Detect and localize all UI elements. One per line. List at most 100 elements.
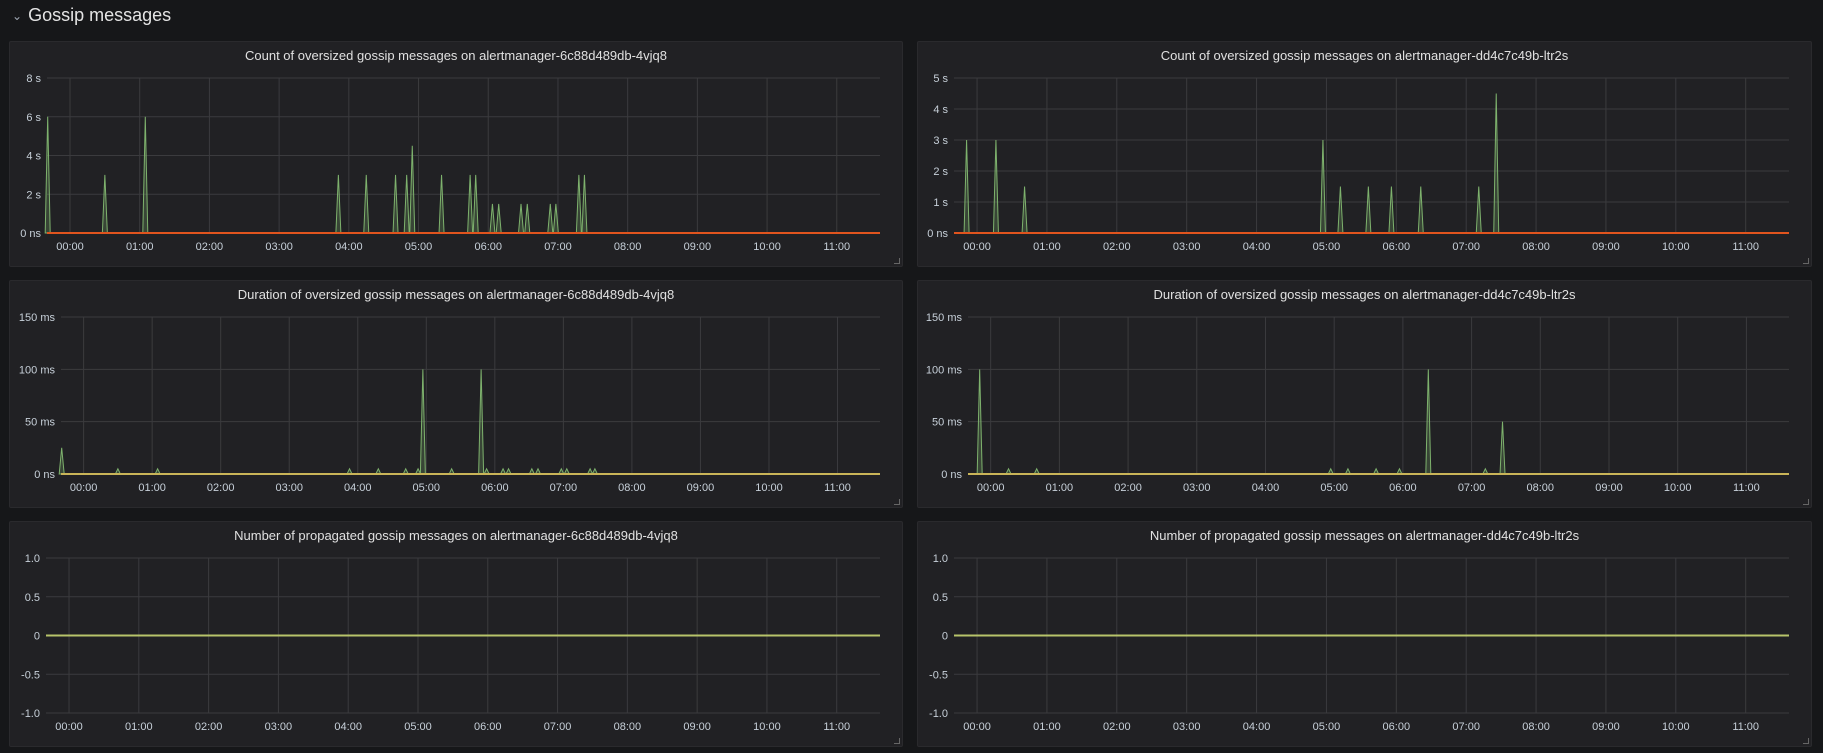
- resize-handle[interactable]: [894, 499, 900, 505]
- x-tick-label: 10:00: [753, 241, 781, 253]
- y-tick-label: 0 ns: [941, 469, 962, 481]
- series-spike: [1365, 186, 1372, 234]
- x-tick-label: 06:00: [1383, 721, 1411, 733]
- resize-handle[interactable]: [1803, 258, 1809, 264]
- panel-title[interactable]: Duration of oversized gossip messages on…: [1153, 287, 1576, 302]
- y-tick-label: 2 s: [933, 166, 948, 178]
- series-spike: [495, 203, 502, 234]
- x-tick-label: 11:00: [1732, 241, 1759, 253]
- x-tick-label: 08:00: [614, 721, 642, 733]
- x-tick-label: 11:00: [823, 241, 850, 253]
- chart-svg[interactable]: 0 ns 2 s 4 s 6 s 8 s 00:00 01:00 02:00 03:00 04:0…: [10, 42, 902, 266]
- chart-svg[interactable]: -1.0 -0.5 0 0.5 1.0 00:00 01:00 02:00 03:00 04:00…: [10, 522, 902, 746]
- resize-handle[interactable]: [894, 738, 900, 744]
- y-tick-label: 50 ms: [932, 417, 962, 429]
- x-tick-label: 04:00: [335, 241, 363, 253]
- y-tick-label: 4 s: [933, 104, 948, 116]
- series-spike: [392, 174, 399, 234]
- x-tick-label: 02:00: [196, 241, 224, 253]
- panel-title[interactable]: Count of oversized gossip messages on al…: [1160, 48, 1569, 63]
- series-spike: [517, 203, 525, 234]
- x-tick-label: 00:00: [56, 241, 84, 253]
- x-tick-label: 08:00: [1522, 241, 1550, 253]
- panel-count-oversized-4vjq8[interactable]: Count of oversized gossip messages on al…: [9, 41, 903, 267]
- y-tick-label: -0.5: [929, 669, 948, 681]
- y-tick-label: 6 s: [26, 112, 41, 124]
- x-tick-label: 09:00: [1592, 721, 1620, 733]
- chart-svg[interactable]: 0 ns 50 ms 100 ms 150 ms 00:00 01:00 02:00 03:0…: [918, 281, 1811, 507]
- x-tick-label: 00:00: [963, 721, 991, 733]
- y-tick-label: 8 s: [26, 73, 41, 85]
- x-tick-label: 08:00: [1522, 721, 1550, 733]
- series-spike: [1475, 186, 1482, 234]
- chevron-down-icon: ⌄: [12, 9, 23, 23]
- y-tick-label: 1.0: [25, 553, 40, 565]
- y-tick-label: 50 ms: [25, 417, 55, 429]
- y-tick-label: 2 s: [26, 189, 41, 201]
- x-tick-label: 11:00: [824, 482, 851, 494]
- x-tick-label: 01:00: [1033, 721, 1061, 733]
- y-tick-label: 150 ms: [926, 312, 963, 324]
- panel-propagated-ltr2s[interactable]: Number of propagated gossip messages on …: [917, 521, 1812, 747]
- panel-propagated-4vjq8[interactable]: Number of propagated gossip messages on …: [9, 521, 903, 747]
- x-tick-label: 03:00: [265, 241, 293, 253]
- x-tick-label: 07:00: [544, 721, 572, 733]
- series-spike: [992, 139, 999, 234]
- y-tick-label: 1.0: [933, 553, 948, 565]
- x-tick-label: 04:00: [334, 721, 362, 733]
- y-tick-label: -1.0: [929, 708, 948, 720]
- resize-handle[interactable]: [894, 258, 900, 264]
- y-tick-label: 0: [942, 631, 948, 643]
- panel-title[interactable]: Count of oversized gossip messages on al…: [244, 48, 668, 63]
- resize-handle[interactable]: [1803, 738, 1809, 744]
- panel-title[interactable]: Duration of oversized gossip messages on…: [237, 287, 675, 302]
- y-tick-label: 5 s: [933, 73, 948, 85]
- panel-title[interactable]: Number of propagated gossip messages on …: [234, 528, 678, 543]
- y-tick-label: 0: [34, 631, 40, 643]
- y-tick-label: 3 s: [933, 135, 948, 147]
- x-tick-label: 05:00: [1313, 241, 1341, 253]
- x-tick-label: 06:00: [474, 241, 502, 253]
- series-spike: [403, 174, 410, 234]
- series-spike: [438, 174, 445, 234]
- x-tick-label: 03:00: [275, 482, 303, 494]
- x-tick-label: 01:00: [126, 241, 154, 253]
- x-tick-label: 03:00: [1183, 482, 1211, 494]
- series-spike: [1499, 421, 1506, 475]
- x-tick-label: 05:00: [413, 482, 441, 494]
- y-tick-label: -1.0: [21, 708, 40, 720]
- series-spike: [467, 174, 474, 234]
- chart-svg[interactable]: 0 ns 1 s 2 s 3 s 4 s 5 s 00:00 01:00 02:00 03:00 0…: [918, 42, 1811, 266]
- panel-duration-oversized-4vjq8[interactable]: Duration of oversized gossip messages on…: [9, 280, 903, 508]
- x-tick-label: 00:00: [977, 482, 1005, 494]
- y-tick-label: 0.5: [933, 592, 948, 604]
- chart-svg[interactable]: -1.0 -0.5 0 0.5 1.0 00:00 01:00 02:00 03:00 04:00…: [918, 522, 1811, 746]
- x-tick-label: 02:00: [1114, 482, 1142, 494]
- x-tick-label: 04:00: [344, 482, 372, 494]
- series-spike: [1337, 186, 1344, 234]
- series-spike: [472, 174, 479, 234]
- x-tick-label: 06:00: [481, 482, 509, 494]
- resize-handle[interactable]: [1803, 499, 1809, 505]
- x-tick-label: 05:00: [405, 241, 433, 253]
- x-tick-label: 04:00: [1243, 721, 1271, 733]
- panel-title[interactable]: Number of propagated gossip messages on …: [1149, 528, 1580, 543]
- x-tick-label: 06:00: [474, 721, 502, 733]
- x-tick-label: 05:00: [1320, 482, 1348, 494]
- series-spike: [44, 116, 51, 234]
- x-tick-label: 00:00: [963, 241, 991, 253]
- row-collapse-toggle[interactable]: ⌄ Gossip messages: [12, 2, 171, 28]
- series-spike: [1388, 186, 1395, 234]
- panel-count-oversized-ltr2s[interactable]: Count of oversized gossip messages on al…: [917, 41, 1812, 267]
- x-tick-label: 06:00: [1389, 482, 1417, 494]
- x-tick-label: 09:00: [684, 241, 712, 253]
- x-tick-label: 01:00: [125, 721, 153, 733]
- x-tick-label: 04:00: [1252, 482, 1280, 494]
- panel-duration-oversized-ltr2s[interactable]: Duration of oversized gossip messages on…: [917, 280, 1812, 508]
- x-tick-label: 07:00: [1452, 241, 1480, 253]
- x-tick-label: 01:00: [1046, 482, 1074, 494]
- x-tick-label: 07:00: [544, 241, 572, 253]
- series-spike: [489, 203, 496, 234]
- chart-svg[interactable]: 0 ns 50 ms 100 ms 150 ms 00:00 01:00 02:00 03:0…: [10, 281, 902, 507]
- x-tick-label: 05:00: [1313, 721, 1341, 733]
